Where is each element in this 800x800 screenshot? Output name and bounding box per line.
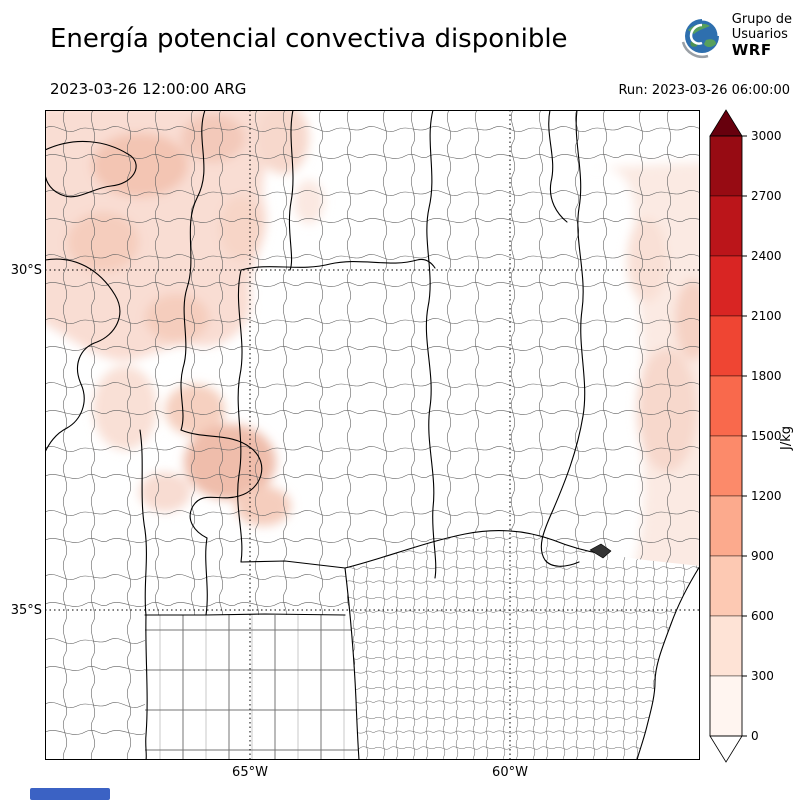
colorbar-segment [709, 555, 743, 617]
colorbar-arrow-top [709, 109, 743, 137]
colorbar-segment [709, 375, 743, 437]
colorbar-segment [709, 255, 743, 317]
map-border [45, 110, 700, 760]
colorbar-segment [709, 495, 743, 557]
lat-label-30s: 30°S [10, 263, 42, 278]
wrf-globe-icon [681, 17, 721, 59]
colorbar-tick: 1200 [751, 489, 782, 503]
lat-label-35s: 35°S [10, 603, 42, 618]
logo-text-line3: WRF [731, 41, 772, 60]
colorbar-ticks-marks [742, 135, 747, 737]
colorbar-arrow-bottom [709, 735, 743, 763]
colorbar-segment [709, 135, 743, 197]
buenos-aires-mesh [345, 530, 700, 760]
graticule [45, 110, 700, 760]
lon-label-60w: 60°W [492, 765, 528, 780]
bottom-left-blue-bar [30, 788, 110, 800]
map-canvas [45, 110, 700, 760]
colorbar-tick: 1800 [751, 369, 782, 383]
province-boundaries [45, 110, 700, 760]
colorbar-segment [709, 195, 743, 257]
valid-time-label: 2023-03-26 12:00:00 ARG [50, 80, 247, 98]
colorbar-segment [709, 315, 743, 377]
wrf-logo: Grupo de Usuarios WRF [678, 12, 792, 60]
colorbar-tick: 0 [751, 729, 759, 743]
colorbar: 3000 2700 2400 2100 1800 1500 1200 900 6… [709, 109, 794, 763]
colorbar-tick: 300 [751, 669, 774, 683]
colorbar-tick: 2400 [751, 249, 782, 263]
colorbar-segment [709, 435, 743, 497]
colorbar-tick: 600 [751, 609, 774, 623]
colorbar-unit-label: J/kg [779, 426, 794, 451]
wrf-logo-text: Grupo de Usuarios WRF [731, 12, 792, 60]
colorbar-segment [709, 675, 743, 737]
colorbar-segment [709, 615, 743, 677]
run-time-label: Run: 2023-03-26 06:00:00 [618, 83, 790, 98]
logo-text-line1: Grupo de [731, 12, 792, 28]
la-pampa-grid [145, 615, 359, 760]
colorbar-tick: 2100 [751, 309, 782, 323]
colorbar-tick-labels: 3000 2700 2400 2100 1800 1500 1200 900 6… [751, 129, 782, 743]
colorbar-tick: 2700 [751, 189, 782, 203]
lon-label-65w: 65°W [232, 765, 268, 780]
colorbar-tick: 3000 [751, 129, 782, 143]
ocean [637, 566, 700, 760]
colorbar-tick: 900 [751, 549, 774, 563]
colorbar-tick: 1500 [751, 429, 782, 443]
logo-text-line2: Usuarios [731, 26, 788, 42]
page-title: Energía potencial convectiva disponible [50, 24, 568, 54]
